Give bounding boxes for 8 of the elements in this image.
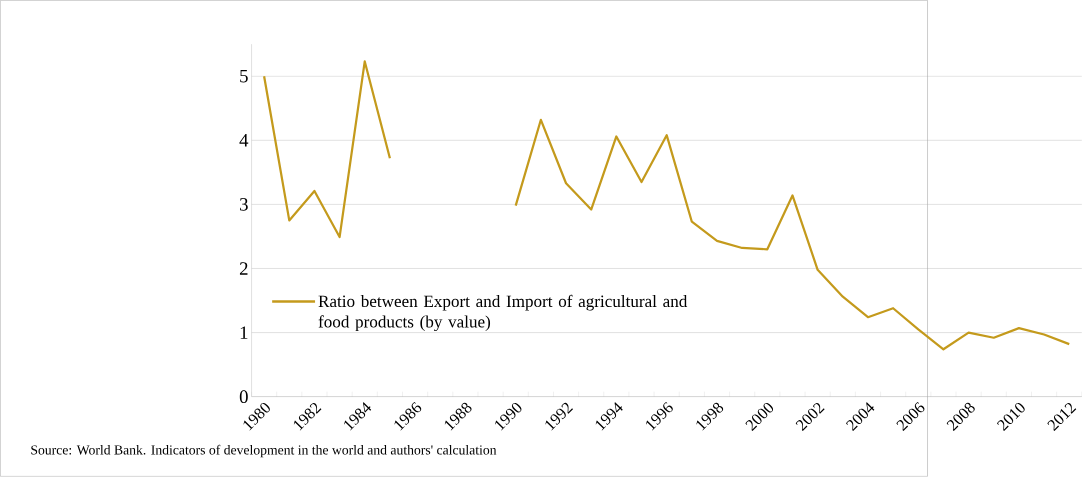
source-note: Source: World Bank. Indicators of development in the world and authors' calculation — [31, 444, 497, 458]
legend-label: Ratio between Export and Import of agricultural and food products (by value) — [318, 294, 688, 332]
y-tick-label: 2 — [239, 262, 248, 275]
y-tick-label: 3 — [240, 198, 248, 211]
y-tick-label: 4 — [239, 134, 249, 147]
y-tick-label: 5 — [240, 70, 248, 83]
y-tick-label: 1 — [240, 326, 248, 339]
y-tick-label: 0 — [239, 390, 248, 404]
